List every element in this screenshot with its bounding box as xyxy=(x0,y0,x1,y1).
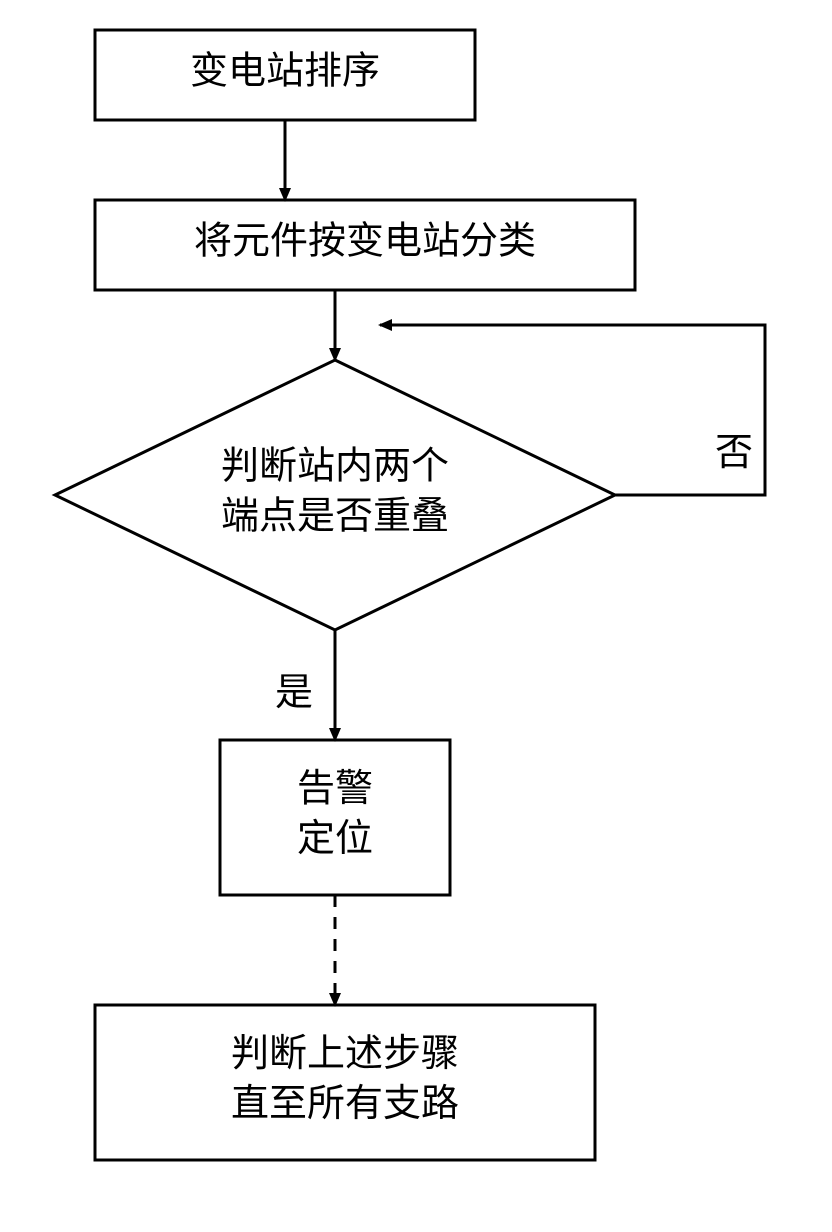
svg-text:将元件按变电站分类: 将元件按变电站分类 xyxy=(194,221,536,263)
svg-text:判断上述步骤: 判断上述步骤 xyxy=(231,1033,459,1075)
label-yes: 是 xyxy=(275,672,313,714)
node-box4: 判断上述步骤直至所有支路 xyxy=(95,1005,595,1160)
svg-text:端点是否重叠: 端点是否重叠 xyxy=(221,496,449,538)
svg-text:定位: 定位 xyxy=(297,818,373,860)
node-box1: 变电站排序 xyxy=(95,30,475,120)
svg-text:直至所有支路: 直至所有支路 xyxy=(231,1083,459,1125)
svg-text:告警: 告警 xyxy=(297,768,373,810)
node-box3: 告警定位 xyxy=(220,740,450,895)
label-no: 否 xyxy=(715,432,753,474)
svg-text:判断站内两个: 判断站内两个 xyxy=(221,446,449,488)
svg-text:变电站排序: 变电站排序 xyxy=(190,51,380,93)
node-diamond: 判断站内两个端点是否重叠 xyxy=(55,360,615,630)
flowchart-diagram: 变电站排序将元件按变电站分类判断站内两个端点是否重叠告警定位判断上述步骤直至所有… xyxy=(0,0,832,1232)
node-box2: 将元件按变电站分类 xyxy=(95,200,635,290)
